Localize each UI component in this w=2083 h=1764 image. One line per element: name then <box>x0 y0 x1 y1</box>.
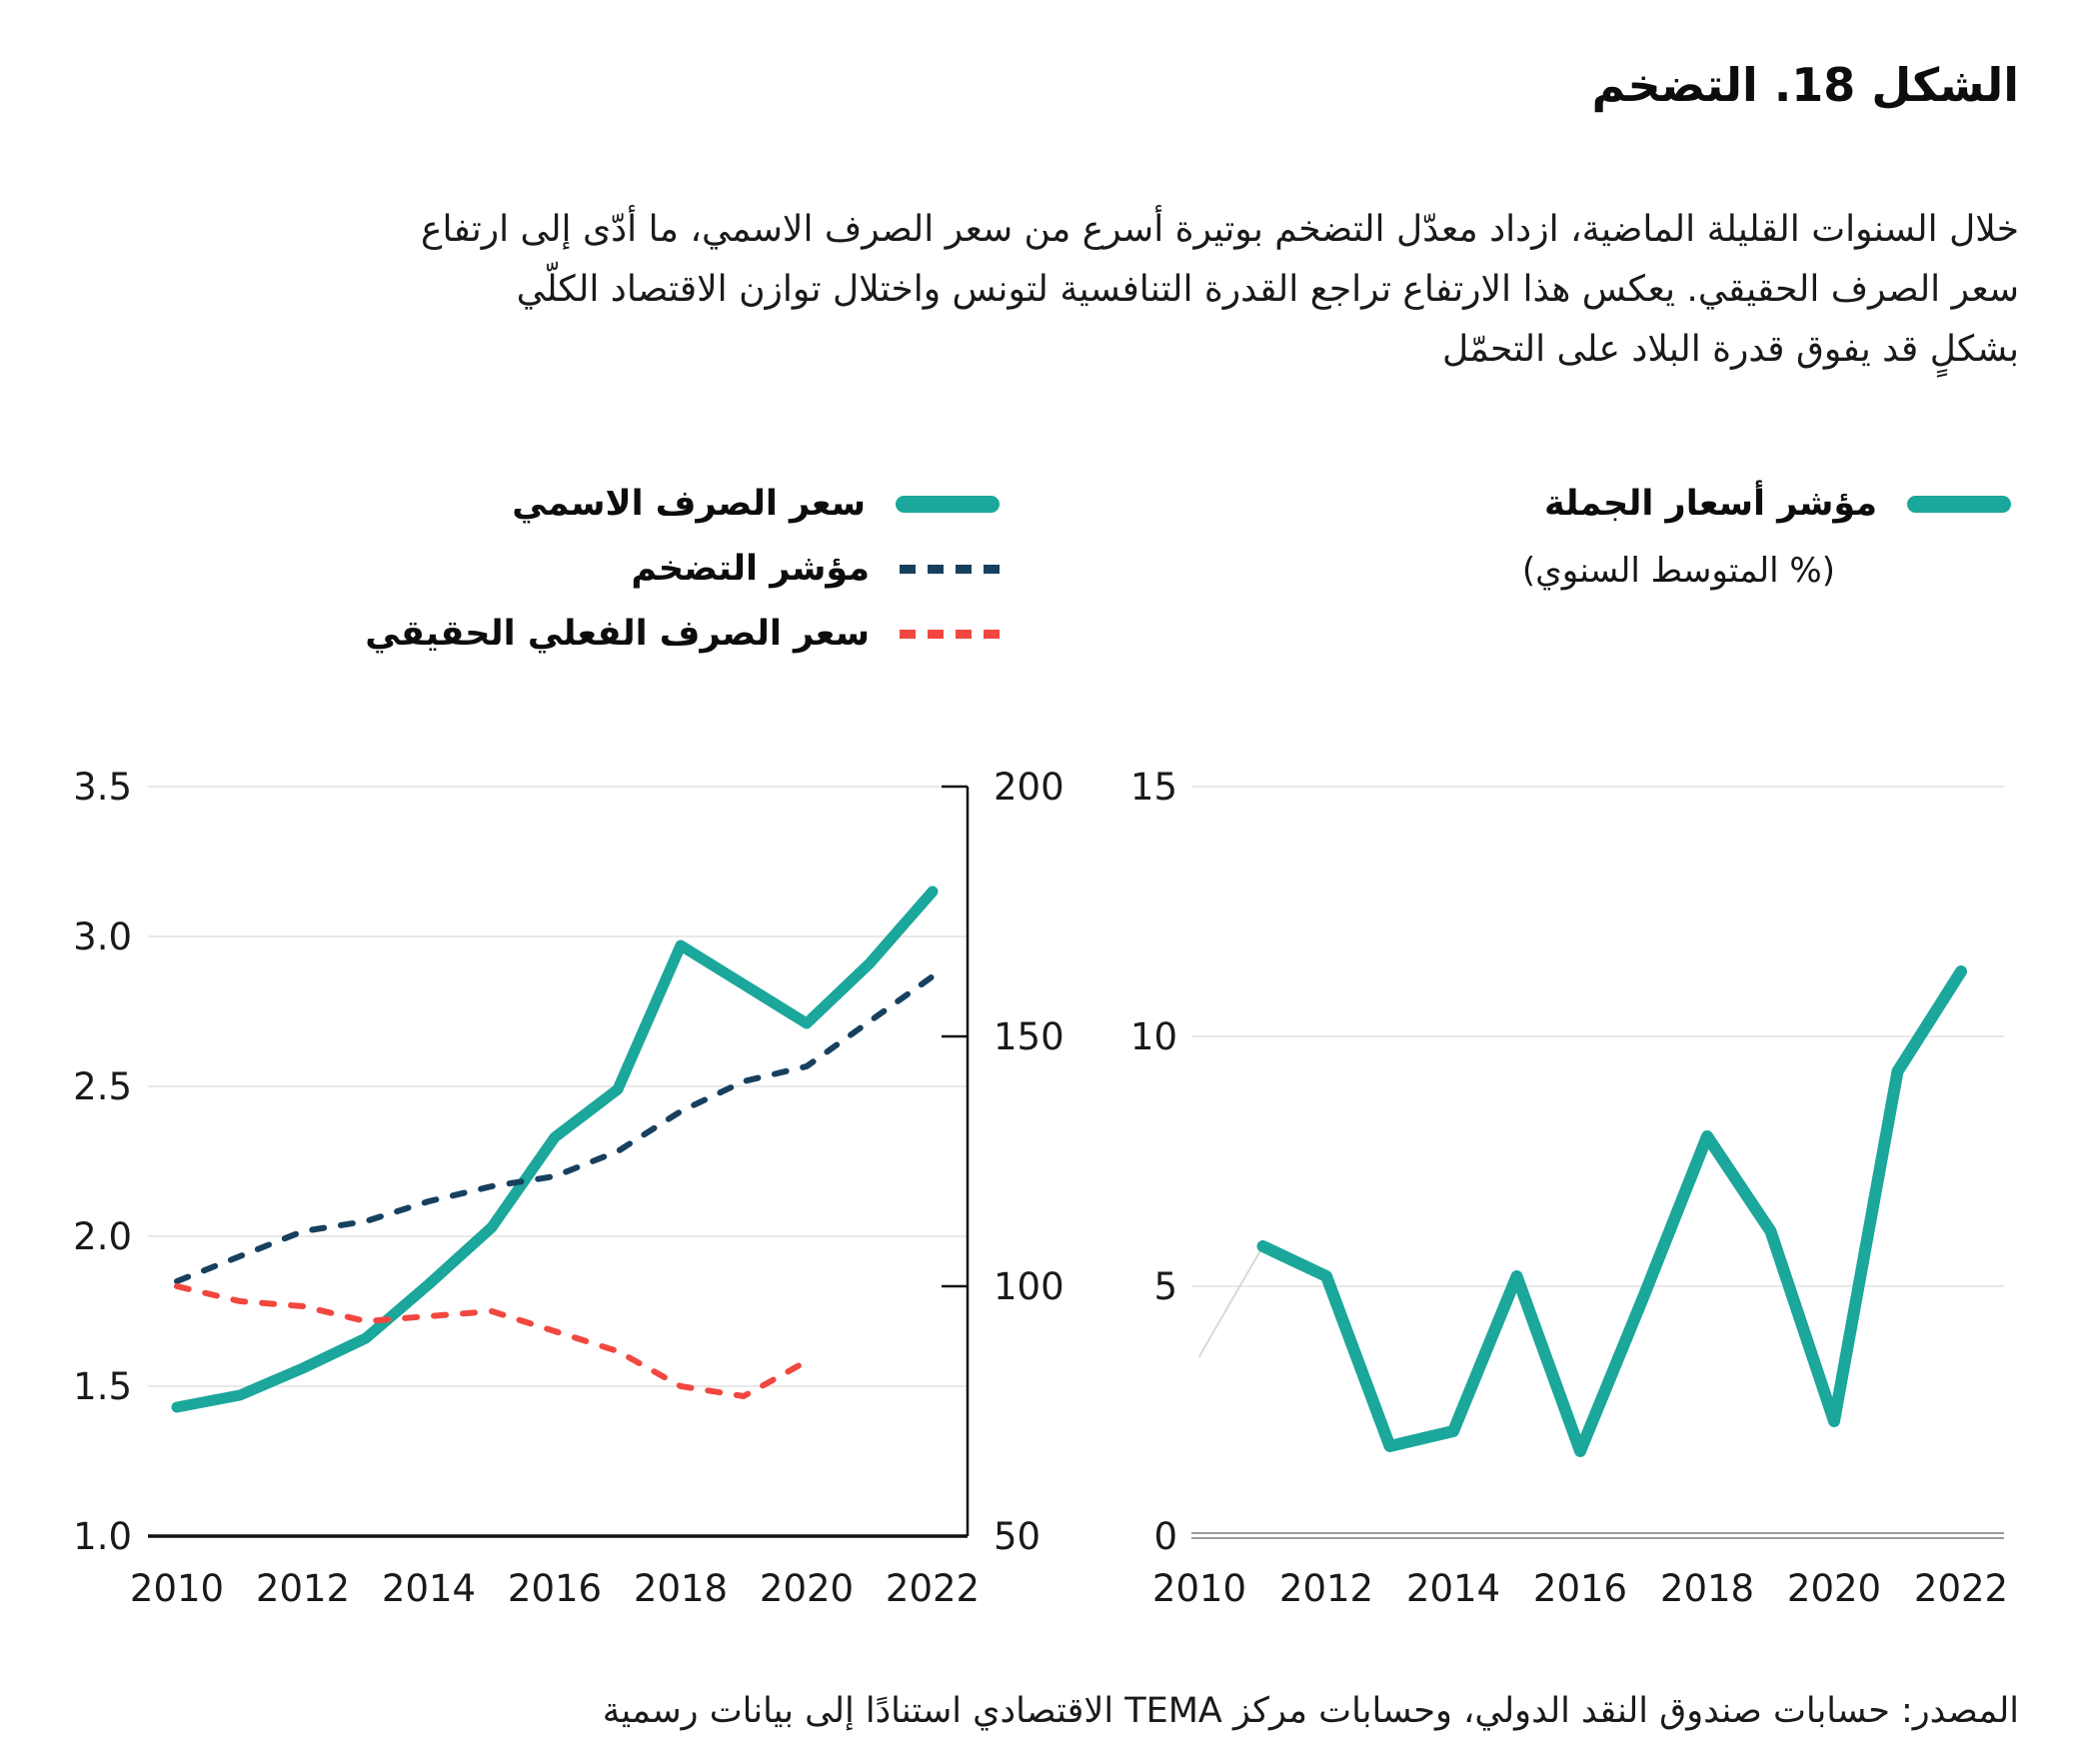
legend-item-wholesale-price-index: مؤشر أسعار الجملة <box>1522 484 2011 524</box>
right-axis-tick-label: 200 <box>994 766 1064 809</box>
x-axis-tick-label: 2018 <box>634 1567 728 1610</box>
leadin-connector-line <box>1198 1245 1264 1357</box>
right-chart-legend: مؤشر أسعار الجملة (% المتوسط السنوي) <box>1521 484 2011 591</box>
dashed-line-swatch-icon <box>900 629 1000 639</box>
x-axis-tick-label: 2012 <box>256 1567 350 1610</box>
left-chart-legend: سعر الصرف الاسمي مؤشر التضخم سعر الصرف ا… <box>365 484 1000 681</box>
x-axis-tick-label: 2012 <box>1279 1567 1373 1610</box>
x-axis-tick-label: 2010 <box>1152 1567 1246 1610</box>
legend-label: مؤشر أسعار الجملة <box>1544 484 1877 524</box>
y-axis-tick-label: 5 <box>1153 1265 1177 1308</box>
wholesale-price-index-chart: 0 5 10 15 2010 2012 2014 2016 2018 2020 2022 <box>1130 766 2008 1610</box>
x-axis-tick-label: 2020 <box>1787 1567 1881 1610</box>
exchange-rate-inflation-chart: 1.0 1.5 2.0 2.5 3.0 3.5 50 100 150 200 2010 2012 201… <box>73 766 1064 1610</box>
dashed-line-swatch-icon <box>900 564 1000 574</box>
y-axis-tick-label: 0 <box>1153 1515 1177 1558</box>
right-axis-tick-label: 100 <box>994 1265 1064 1308</box>
left-axis-tick-label: 1.0 <box>73 1515 132 1558</box>
x-axis-tick-label: 2016 <box>1533 1567 1627 1610</box>
description-line-2: سعر الصرف الحقيقي. يعكس هذا الارتفاع ترا… <box>516 269 2019 310</box>
solid-line-swatch-icon <box>1907 495 2011 513</box>
left-axis-tick-label: 3.5 <box>73 766 132 809</box>
y-axis-tick-label: 15 <box>1130 766 1177 809</box>
inflation-index-line <box>174 973 936 1284</box>
right-axis-tick-label: 150 <box>994 1015 1064 1058</box>
source-note: المصدر: حسابات صندوق النقد الدولي، وحساب… <box>602 1691 2019 1731</box>
legend-label: سعر الصرف الفعلي الحقيقي <box>365 614 870 654</box>
y-axis-tick-label: 10 <box>1130 1015 1177 1058</box>
legend-sublabel: (% المتوسط السنوي) <box>1521 551 1835 591</box>
nominal-exchange-rate-line <box>171 885 939 1413</box>
wholesale-price-index-line <box>1256 965 1967 1457</box>
x-axis-tick-label: 2014 <box>1406 1567 1500 1610</box>
legend-item-inflation-index: مؤشر التضخم <box>365 549 1000 589</box>
x-axis-tick-label: 2022 <box>1914 1567 2008 1610</box>
figure-title: الشكل 18. التضخم <box>1591 58 2019 112</box>
x-axis-tick-label: 2022 <box>886 1567 980 1610</box>
x-axis-tick-label: 2010 <box>130 1567 224 1610</box>
legend-label: سعر الصرف الاسمي <box>512 484 866 524</box>
left-axis-tick-label: 3.0 <box>73 915 132 958</box>
right-axis-tick-label: 50 <box>994 1515 1041 1558</box>
description-line-3: بشكلٍ قد يفوق قدرة البلاد على التحمّل <box>1441 329 2019 370</box>
x-axis-tick-label: 2016 <box>508 1567 602 1610</box>
x-axis-tick-label: 2020 <box>760 1567 854 1610</box>
left-axis-tick-label: 2.0 <box>73 1215 132 1258</box>
legend-label: مؤشر التضخم <box>631 549 870 589</box>
left-axis-tick-label: 2.5 <box>73 1065 132 1108</box>
legend-item-real-effective-exchange-rate: سعر الصرف الفعلي الحقيقي <box>365 614 1000 654</box>
left-axis-tick-label: 1.5 <box>73 1365 132 1408</box>
solid-line-swatch-icon <box>896 495 1000 513</box>
x-axis-tick-label: 2014 <box>382 1567 476 1610</box>
legend-item-nominal-exchange-rate: سعر الصرف الاسمي <box>365 484 1000 524</box>
real-effective-exchange-rate-line <box>174 1283 810 1399</box>
figure-description: خلال السنوات القليلة الماضية، ازداد معدّ… <box>421 200 2019 380</box>
description-line-1: خلال السنوات القليلة الماضية، ازداد معدّ… <box>421 209 2019 250</box>
x-axis-tick-label: 2018 <box>1660 1567 1754 1610</box>
